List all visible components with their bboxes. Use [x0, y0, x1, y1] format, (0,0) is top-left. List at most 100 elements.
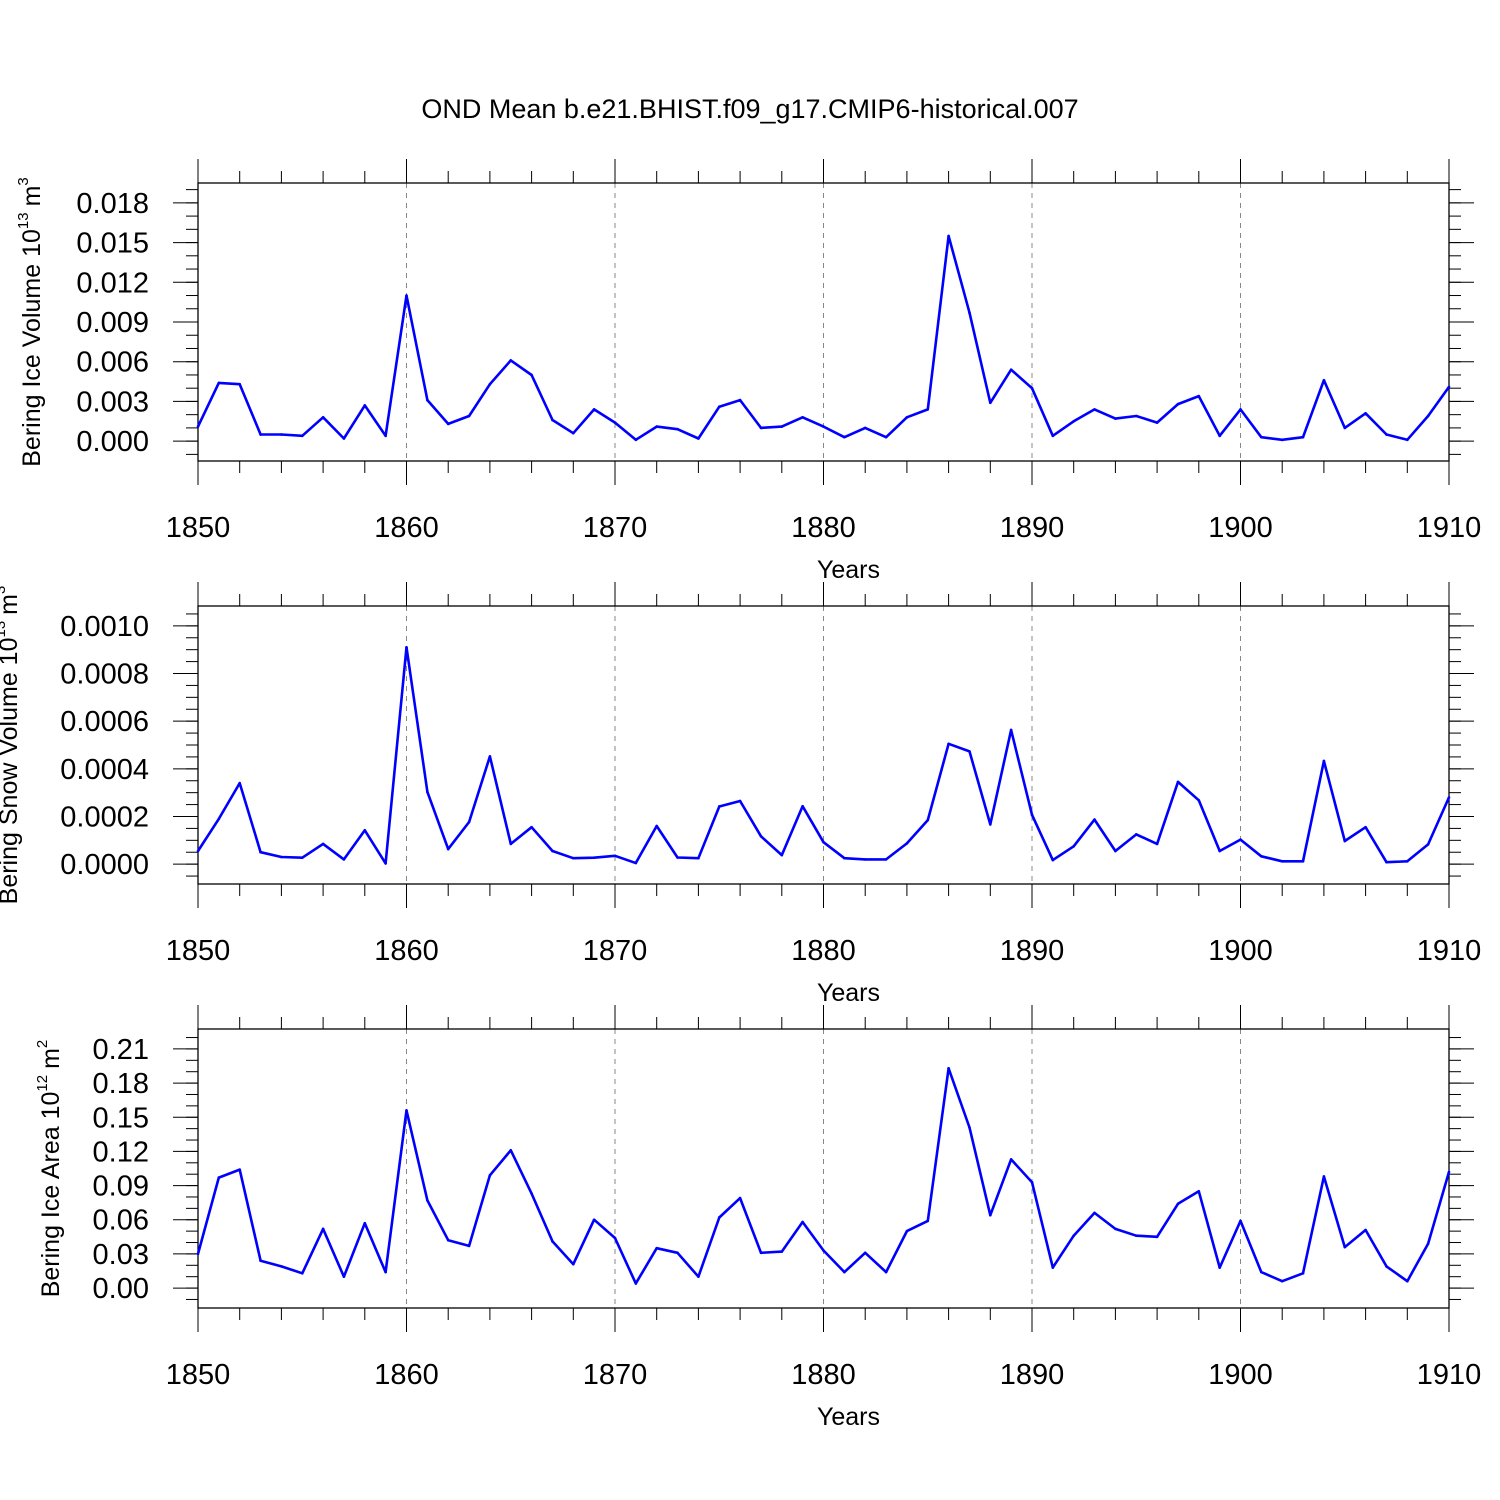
data-point	[1051, 858, 1055, 862]
data-point	[384, 862, 387, 865]
data-point	[634, 1282, 638, 1285]
y-tick-label: 0.0004	[60, 754, 149, 786]
x-tick-label: 1870	[583, 935, 648, 967]
y-tick-label: 0.003	[76, 386, 149, 418]
data-point	[363, 1221, 367, 1225]
data-point	[1260, 435, 1263, 439]
data-point	[1114, 1227, 1117, 1231]
data-point	[863, 426, 867, 430]
data-point	[843, 1270, 846, 1274]
data-point	[1051, 434, 1055, 438]
data-point	[801, 1220, 804, 1224]
y-axis-label-ylabel-text: Bering Ice Area 10	[37, 1092, 65, 1298]
data-point	[488, 382, 492, 386]
data-point	[697, 437, 700, 440]
data-point	[1176, 1202, 1180, 1206]
x-tick-label: 1910	[1417, 1359, 1482, 1391]
data-point	[300, 434, 304, 438]
data-point	[1322, 378, 1326, 382]
data-point	[217, 817, 221, 821]
data-point	[634, 438, 638, 442]
data-point	[1343, 1245, 1347, 1249]
data-point	[613, 421, 617, 424]
data-point	[446, 422, 450, 426]
data-point	[238, 382, 241, 386]
data-point	[1364, 1228, 1367, 1232]
data-point	[280, 1265, 283, 1268]
data-point	[488, 755, 492, 758]
x-tick-label: 1880	[791, 1359, 856, 1391]
data-point	[1301, 435, 1305, 439]
x-tick-label: 1890	[1000, 935, 1065, 967]
x-tick-label: 1890	[1000, 512, 1065, 544]
data-point	[572, 856, 575, 860]
y-axis-label-ylabel-exp: 13	[0, 621, 9, 638]
y-tick-label: 0.015	[76, 228, 149, 260]
y-axis-label-ylabel-unit-exp: 3	[0, 586, 9, 594]
data-point	[1343, 426, 1347, 430]
y-tick-label: 0.0006	[60, 706, 149, 738]
data-point	[426, 790, 429, 794]
data-point	[843, 435, 846, 439]
data-point	[947, 742, 950, 746]
data-point	[1406, 859, 1409, 863]
data-point	[405, 645, 408, 649]
data-point	[905, 416, 909, 419]
data-point	[592, 856, 596, 860]
y-axis-label-ylabel-exp: 13	[15, 212, 32, 229]
y-axis-label-ylabel-exp: 12	[34, 1075, 51, 1092]
data-point	[655, 425, 658, 428]
y-axis-label: Bering Ice Volume 1013 m3	[15, 177, 46, 467]
data-point	[822, 1249, 825, 1252]
data-point	[697, 1275, 700, 1278]
data-point	[1260, 1270, 1263, 1274]
data-point	[1218, 849, 1221, 853]
data-point	[1051, 1266, 1055, 1269]
x-tick-label: 1880	[791, 512, 856, 544]
data-point	[884, 858, 888, 861]
data-point	[321, 1227, 325, 1231]
data-point	[342, 437, 346, 440]
data-point	[467, 1244, 471, 1248]
data-point	[1218, 1266, 1221, 1269]
data-point	[1218, 434, 1221, 438]
data-point	[717, 1216, 721, 1219]
y-axis-label-ylabel-unit: m	[0, 594, 23, 615]
data-point	[259, 850, 262, 854]
data-point	[759, 1251, 763, 1255]
data-point	[1322, 1175, 1326, 1178]
x-tick-label: 1850	[166, 935, 231, 967]
data-point	[426, 1199, 429, 1202]
y-tick-label: 0.0002	[60, 801, 149, 833]
data-point	[238, 1168, 241, 1171]
data-point	[342, 858, 346, 861]
data-point	[1114, 849, 1117, 853]
data-point	[1176, 402, 1180, 406]
data-point	[1155, 842, 1159, 846]
data-point	[259, 433, 262, 436]
data-point	[717, 805, 721, 808]
y-tick-label: 0.018	[76, 188, 149, 220]
data-point	[1301, 1271, 1305, 1275]
data-point	[467, 414, 471, 418]
data-point	[926, 408, 930, 411]
data-point	[613, 1236, 617, 1240]
data-point	[509, 842, 513, 846]
data-point	[1280, 438, 1284, 442]
data-point	[1385, 433, 1388, 436]
data-point	[780, 425, 784, 428]
y-tick-label: 0.03	[93, 1239, 149, 1271]
data-point	[822, 425, 825, 428]
data-point	[1009, 728, 1013, 732]
data-point	[1364, 825, 1367, 829]
x-tick-label: 1880	[791, 935, 856, 967]
x-tick-label: 1890	[1000, 1359, 1065, 1391]
data-point	[655, 824, 658, 828]
data-point	[1280, 1279, 1284, 1283]
data-point	[363, 829, 367, 832]
data-point	[1343, 839, 1347, 843]
y-tick-label: 0.18	[93, 1068, 149, 1100]
data-point	[426, 398, 429, 402]
x-tick-label: 1900	[1208, 512, 1273, 544]
data-point	[280, 855, 283, 859]
